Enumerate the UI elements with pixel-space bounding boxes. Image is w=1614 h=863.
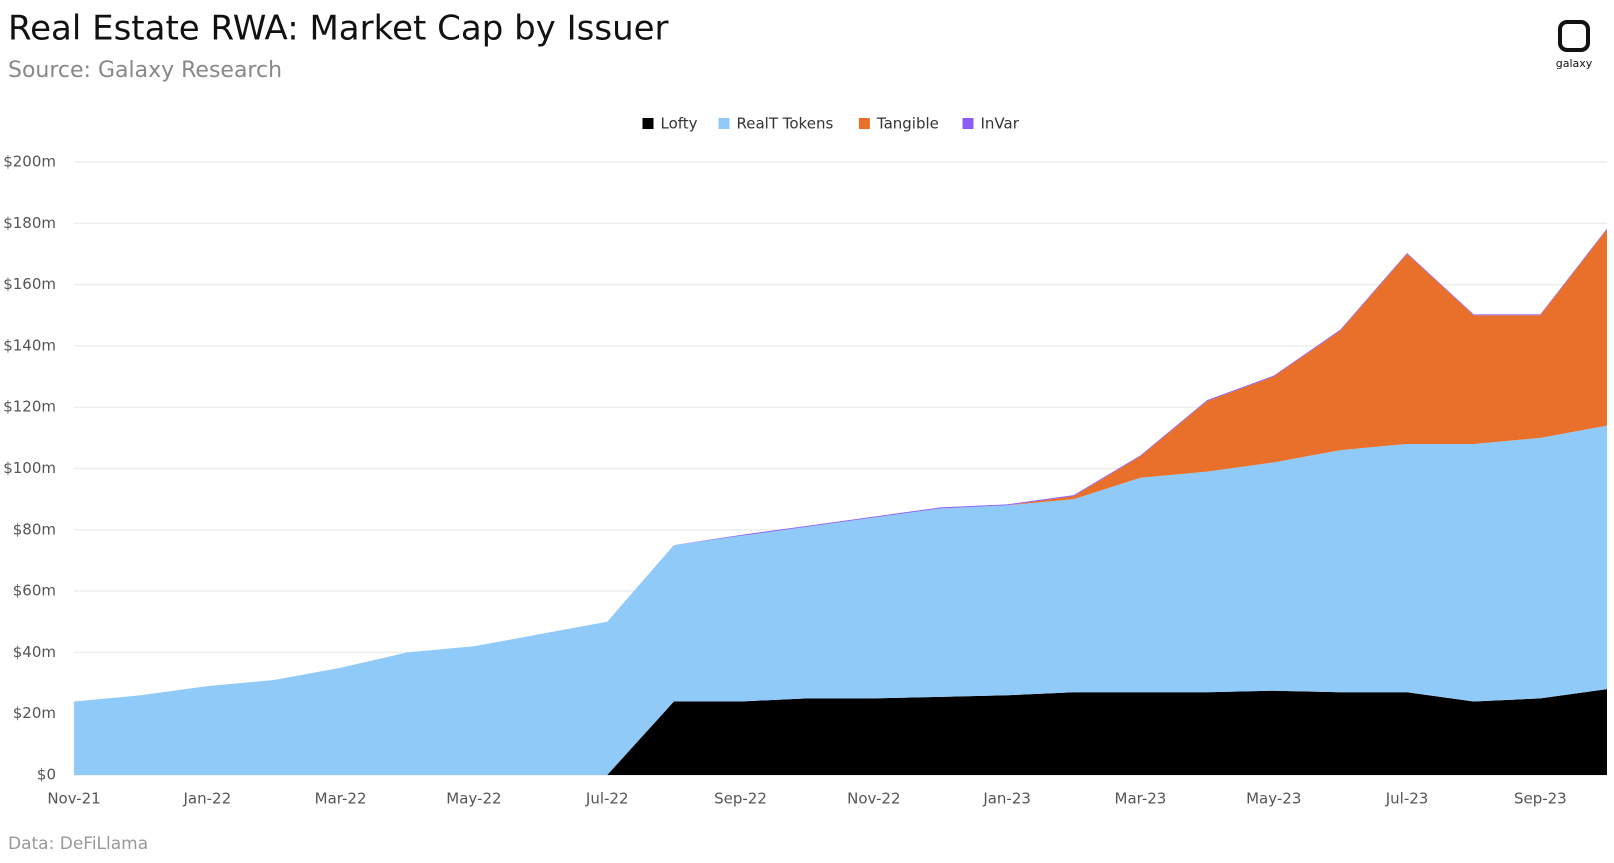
y-tick-label: $180m [3, 214, 56, 232]
logo-icon [1558, 20, 1590, 52]
legend-label: Lofty [661, 115, 698, 133]
x-tick-label: May-23 [1246, 790, 1301, 808]
footnote: Data: DeFiLlama [8, 834, 148, 854]
y-tick-label: $80m [13, 520, 56, 538]
x-tick-label: Jul-22 [585, 790, 629, 808]
y-tick-label: $40m [13, 643, 56, 661]
y-tick-label: $100m [3, 459, 56, 477]
x-tick-label: May-22 [446, 790, 501, 808]
legend-label: InVar [981, 115, 1020, 133]
x-tick-label: Jul-23 [1385, 790, 1429, 808]
logo-text: galaxy [1556, 57, 1593, 70]
area [74, 689, 1607, 775]
legend-swatch [718, 118, 730, 129]
y-tick-label: $20m [13, 704, 56, 722]
x-tick-label: Sep-23 [1514, 790, 1567, 808]
area [74, 425, 1607, 775]
x-tick-label: Mar-22 [315, 790, 367, 808]
y-tick-label: $60m [13, 582, 56, 600]
x-tick-label: Jan-23 [982, 790, 1031, 808]
chart-title: Real Estate RWA: Market Cap by Issuer [8, 9, 669, 49]
x-tick-label: Jan-22 [182, 790, 231, 808]
legend-label: RealT Tokens [737, 115, 834, 133]
x-tick-label: Nov-21 [47, 790, 100, 808]
legend-swatch [642, 118, 654, 129]
x-tick-label: Nov-22 [847, 790, 900, 808]
legend: Lofty RealT Tokens Tangible InVar [642, 115, 1020, 133]
y-tick-label: $120m [3, 398, 56, 416]
y-tick-label: $200m [3, 153, 56, 171]
y-tick-label: $160m [3, 275, 56, 293]
y-tick-label: $0 [37, 766, 56, 784]
chart-subtitle: Source: Galaxy Research [8, 58, 282, 83]
x-tick-label: Sep-22 [714, 790, 767, 808]
x-tick-label: Mar-23 [1115, 790, 1167, 808]
legend-label: Tangible [876, 115, 939, 133]
y-tick-label: $140m [3, 336, 56, 354]
legend-swatch [858, 118, 870, 129]
legend-swatch [962, 118, 974, 129]
